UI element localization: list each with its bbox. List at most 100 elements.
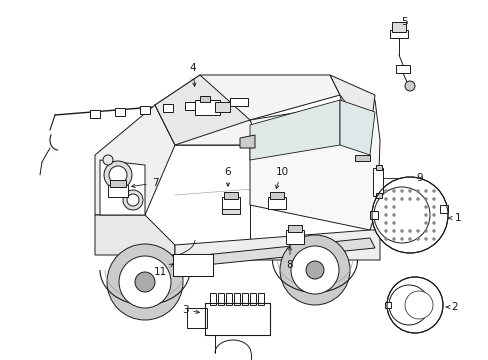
Circle shape [400, 230, 403, 233]
Bar [384, 302, 390, 308]
Circle shape [384, 221, 386, 225]
Bar [269, 192, 284, 199]
Polygon shape [100, 160, 145, 215]
Circle shape [431, 206, 435, 208]
Circle shape [431, 198, 435, 201]
Bar [110, 180, 126, 187]
Circle shape [431, 189, 435, 193]
Circle shape [107, 244, 183, 320]
Bar [222, 197, 240, 209]
Circle shape [384, 230, 386, 233]
Bar [195, 100, 220, 115]
Bar [204, 303, 269, 335]
Text: 9: 9 [416, 173, 423, 183]
Polygon shape [175, 238, 374, 268]
Circle shape [416, 189, 419, 193]
Text: 5: 5 [401, 17, 407, 27]
Polygon shape [249, 100, 379, 230]
Circle shape [407, 198, 411, 201]
Circle shape [424, 206, 427, 208]
Bar [209, 293, 216, 305]
Circle shape [373, 187, 429, 243]
Circle shape [386, 277, 442, 333]
Bar [215, 102, 229, 112]
Circle shape [371, 177, 447, 253]
Circle shape [135, 272, 155, 292]
Bar [173, 254, 213, 276]
Bar [375, 193, 381, 198]
Text: 2: 2 [445, 302, 457, 312]
Bar [209, 100, 220, 108]
Polygon shape [95, 215, 175, 255]
Bar [224, 192, 238, 199]
Circle shape [404, 291, 432, 319]
Text: 8: 8 [286, 247, 293, 270]
Text: 10: 10 [275, 167, 288, 189]
Circle shape [103, 155, 113, 165]
Circle shape [431, 213, 435, 216]
Circle shape [290, 246, 338, 294]
Bar [285, 230, 304, 244]
Circle shape [392, 221, 395, 225]
Bar [108, 185, 128, 197]
Polygon shape [329, 75, 374, 135]
Circle shape [416, 230, 419, 233]
Bar [184, 102, 195, 110]
Text: 11: 11 [153, 264, 172, 277]
Bar [375, 165, 381, 170]
Circle shape [400, 198, 403, 201]
Text: 7: 7 [131, 178, 158, 188]
Polygon shape [339, 100, 374, 155]
Bar [439, 205, 447, 213]
Circle shape [119, 256, 171, 308]
Circle shape [424, 189, 427, 193]
Circle shape [416, 198, 419, 201]
Bar [389, 30, 407, 38]
Bar [242, 293, 247, 305]
Circle shape [109, 166, 127, 184]
Bar [369, 211, 377, 219]
Bar [90, 110, 100, 118]
Circle shape [104, 161, 132, 189]
Circle shape [123, 190, 142, 210]
Bar [186, 308, 206, 328]
Circle shape [388, 285, 428, 325]
Bar [222, 209, 240, 214]
Polygon shape [240, 135, 254, 148]
Circle shape [424, 238, 427, 240]
Bar [173, 254, 213, 276]
Bar [234, 293, 240, 305]
Circle shape [384, 189, 386, 193]
Bar [229, 98, 247, 106]
Circle shape [280, 235, 349, 305]
Text: 6: 6 [224, 167, 231, 186]
Circle shape [407, 189, 411, 193]
Circle shape [424, 230, 427, 233]
Polygon shape [155, 105, 260, 145]
Circle shape [305, 261, 324, 279]
Circle shape [400, 189, 403, 193]
Text: 4: 4 [189, 63, 196, 86]
Circle shape [431, 238, 435, 240]
Circle shape [424, 221, 427, 225]
Circle shape [392, 189, 395, 193]
Circle shape [392, 238, 395, 240]
Bar [200, 96, 209, 102]
Circle shape [407, 230, 411, 233]
Bar [225, 293, 231, 305]
Bar [140, 106, 150, 114]
Bar [218, 293, 224, 305]
Bar [391, 22, 405, 32]
Polygon shape [175, 230, 379, 260]
Text: 3: 3 [182, 305, 199, 315]
Bar [258, 293, 264, 305]
Circle shape [384, 198, 386, 201]
Bar [204, 303, 269, 335]
Bar [115, 108, 125, 116]
Circle shape [407, 238, 411, 240]
Circle shape [384, 238, 386, 240]
Circle shape [392, 230, 395, 233]
Circle shape [392, 198, 395, 201]
Circle shape [424, 213, 427, 216]
Circle shape [416, 238, 419, 240]
